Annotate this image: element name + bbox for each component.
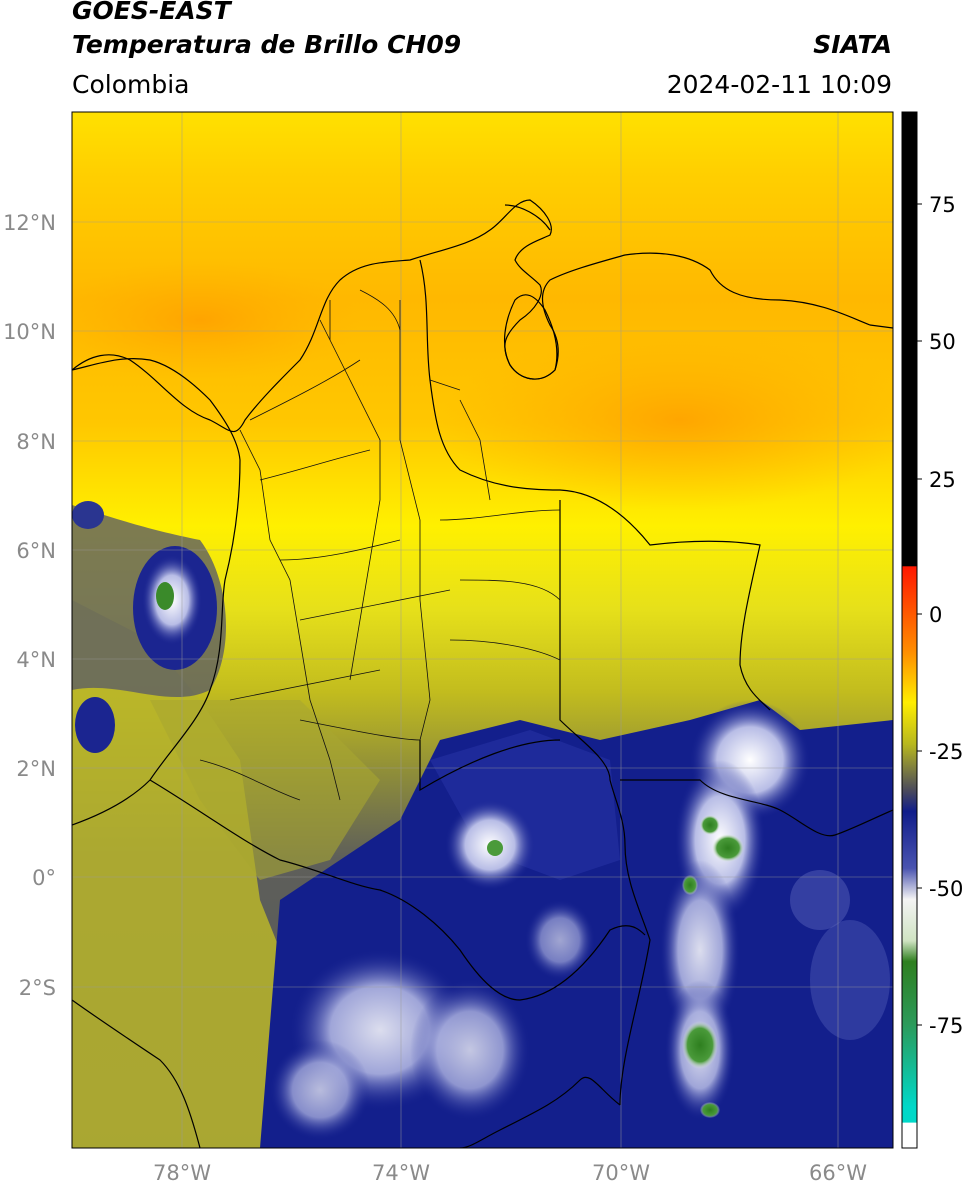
lon-label-74w: 74°W [372, 1161, 430, 1185]
lat-label-8n: 8°N [16, 430, 56, 454]
ecuador-peru-border [419, 739, 561, 792]
departments [199, 289, 561, 801]
lon-label-78w: 78°W [153, 1161, 211, 1185]
lat-label-6n: 6°N [16, 539, 56, 563]
region-label: Colombia [72, 70, 190, 99]
colorbar: 75 50 25 0 -25 -50 -75 [901, 111, 963, 1149]
colorbar-label-neg25: -25 [929, 740, 963, 764]
caribbean-coastline [72, 199, 893, 433]
plot-frame [71, 111, 894, 1149]
venezuela-brazil-border [620, 779, 893, 837]
lake-maracaibo [504, 294, 558, 380]
satellite-imagery [72, 112, 893, 1148]
lat-label-10n: 10°N [3, 320, 56, 344]
longitude-labels: 78°W 74°W 70°W 66°W [153, 1161, 867, 1185]
colorbar-label-neg75: -75 [929, 1014, 963, 1038]
colorbar-label-50: 50 [929, 330, 956, 354]
colorbar-label-25: 25 [929, 468, 956, 492]
graticule [72, 112, 893, 1148]
lat-label-12n: 12°N [3, 211, 56, 235]
colorbar-label-75: 75 [929, 193, 956, 217]
ecuador-coast [72, 999, 201, 1148]
peru-brazil-border [459, 1076, 621, 1148]
institution-label: SIATA [813, 30, 892, 59]
colombia-south-border [149, 779, 646, 1001]
guajira [504, 204, 551, 231]
lon-label-66w: 66°W [809, 1161, 867, 1185]
product-title: Temperatura de Brillo CH09 [72, 30, 462, 59]
lat-label-4n: 4°N [16, 648, 56, 672]
colombia-brazil-border [559, 500, 651, 1106]
lon-label-70w: 70°W [592, 1161, 650, 1185]
colorbar-label-neg50: -50 [929, 877, 963, 901]
lat-label-2n: 2°N [16, 757, 56, 781]
pacific-coastline [72, 358, 241, 826]
lat-label-2s: 2°S [19, 976, 56, 1000]
satellite-title: GOES-EAST [72, 0, 231, 25]
latitude-labels: 12°N 10°N 8°N 6°N 4°N 2°N 0° 2°S [3, 211, 56, 1000]
lat-label-0: 0° [32, 866, 56, 890]
colorbar-label-0: 0 [929, 603, 942, 627]
datetime-label: 2024-02-11 10:09 [666, 70, 892, 99]
colorbar-labels: 75 50 25 0 -25 -50 -75 [929, 193, 963, 1038]
